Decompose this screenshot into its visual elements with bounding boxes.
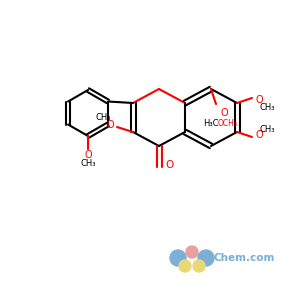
Text: OCH₃: OCH₃ xyxy=(218,118,238,127)
Text: CH₃: CH₃ xyxy=(259,103,275,112)
Text: CH₃: CH₃ xyxy=(95,112,111,122)
Circle shape xyxy=(198,250,214,266)
Circle shape xyxy=(193,260,205,272)
Text: O: O xyxy=(220,108,228,118)
Circle shape xyxy=(179,260,191,272)
Text: H₃C: H₃C xyxy=(203,118,219,127)
Text: O: O xyxy=(84,150,92,160)
Text: CH₃: CH₃ xyxy=(80,160,96,169)
Text: O: O xyxy=(165,160,173,170)
Text: CH₃: CH₃ xyxy=(259,124,275,134)
Text: Chem.com: Chem.com xyxy=(214,253,275,263)
Text: O: O xyxy=(255,95,263,105)
Circle shape xyxy=(186,246,198,258)
Text: O: O xyxy=(106,120,114,130)
Text: O: O xyxy=(255,130,263,140)
Circle shape xyxy=(170,250,186,266)
